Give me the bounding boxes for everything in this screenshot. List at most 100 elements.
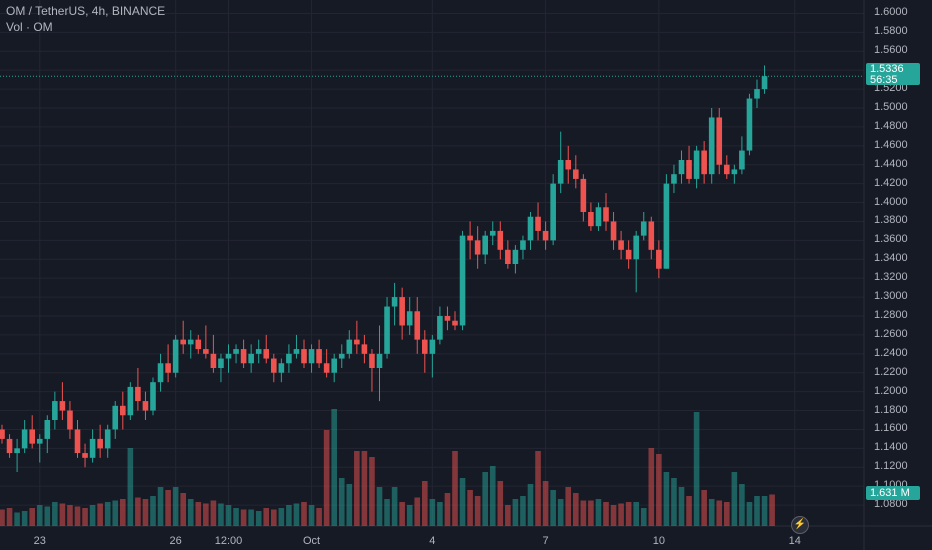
volume-bar — [731, 472, 738, 526]
candle-body — [369, 353, 375, 368]
volume-bar — [693, 412, 700, 526]
candle-body — [233, 349, 239, 354]
lightning-icon[interactable]: ⚡ — [791, 516, 809, 534]
volume-bar — [384, 499, 390, 526]
volume-bar — [225, 505, 232, 526]
volume-bar — [323, 430, 330, 526]
price-tick-label: 1.5800 — [874, 25, 908, 38]
volume-indicator-label[interactable]: Vol · OM — [6, 20, 53, 34]
time-tick-label: 7 — [542, 535, 549, 547]
volume-bar — [0, 509, 5, 526]
candle-body — [346, 339, 353, 354]
candle-body — [542, 230, 549, 241]
volume-bar — [399, 502, 405, 526]
candle-body — [527, 216, 534, 241]
price-tick-label: 1.4800 — [874, 119, 908, 132]
price-tick-label: 1.4600 — [874, 138, 908, 151]
volume-bar — [573, 493, 579, 526]
candle-body — [0, 429, 5, 439]
candle-body — [512, 249, 519, 264]
volume-bar — [640, 508, 647, 526]
volume-bar — [187, 499, 194, 526]
candle-body — [286, 353, 292, 364]
volume-bar — [452, 451, 458, 526]
volume-bar — [467, 490, 473, 526]
volume-bar — [331, 409, 337, 526]
price-tick-label: 1.2200 — [874, 365, 908, 378]
candle-body — [82, 453, 88, 458]
candle-body — [708, 117, 715, 175]
candle-body — [671, 174, 677, 184]
volume-bar — [74, 506, 81, 526]
volume-bar — [157, 487, 164, 526]
volume-bar — [724, 502, 730, 526]
volume-bar — [542, 481, 549, 526]
volume-bar — [14, 512, 20, 526]
candle-body — [44, 420, 51, 439]
time-tick-label: 4 — [429, 535, 436, 547]
candle-body — [550, 183, 556, 241]
volume-bar — [648, 448, 655, 526]
price-tick-label: 1.4400 — [874, 157, 908, 170]
last-price-badge: 1.5336 56:35 — [866, 63, 920, 86]
candle-body — [459, 235, 466, 326]
candle-body — [361, 344, 368, 354]
volume-bar — [286, 505, 292, 526]
candle-body — [686, 160, 692, 179]
candle-body — [165, 363, 171, 373]
candle-body — [648, 221, 655, 250]
volume-bar — [671, 478, 677, 526]
candle-body — [308, 349, 315, 364]
volume-bar — [754, 496, 760, 526]
price-tick-label: 1.2400 — [874, 346, 908, 359]
volume-bar — [278, 508, 285, 526]
chart-legend: OM / TetherUS, 4h, BINANCE Vol · OM — [6, 3, 165, 35]
candle-body — [120, 405, 126, 416]
time-tick-label: Oct — [302, 535, 321, 547]
volume-bar — [678, 487, 685, 526]
volume-bar — [104, 502, 111, 526]
volume-bar — [497, 481, 504, 526]
price-tick-label: 1.1600 — [874, 422, 908, 435]
candle-body — [489, 230, 496, 236]
candle-body — [97, 438, 103, 449]
time-tick-label: 14 — [788, 535, 801, 547]
volume-bar — [44, 506, 51, 526]
volume-bar — [89, 505, 96, 526]
candle-body — [210, 353, 217, 368]
volume-bar — [180, 493, 186, 526]
price-tick-label: 1.5000 — [874, 101, 908, 113]
price-tick-label: 1.3000 — [874, 290, 908, 303]
candle-body — [693, 150, 700, 179]
candle-body — [127, 386, 134, 416]
volume-bar — [618, 503, 624, 526]
candle-body — [255, 349, 262, 354]
candle-body — [67, 410, 73, 430]
price-tick-label: 1.3200 — [874, 271, 908, 284]
candle-body — [429, 339, 436, 354]
candle-body — [640, 221, 647, 236]
candle-body — [663, 183, 670, 269]
volume-bar — [686, 496, 692, 526]
volume-bar — [739, 484, 745, 526]
volume-bar — [52, 502, 58, 526]
candle-body — [520, 240, 526, 250]
candle-body — [633, 235, 639, 260]
candle-body — [444, 316, 451, 321]
candle-body — [271, 358, 277, 373]
volume-bar — [233, 508, 239, 526]
volume-bar — [21, 511, 28, 526]
symbol-title[interactable]: OM / TetherUS, 4h, BINANCE — [6, 4, 166, 18]
volume-bar — [376, 487, 383, 526]
candle-body — [678, 160, 685, 175]
time-tick-label: 23 — [33, 535, 46, 547]
price-tick-label: 1.2800 — [874, 309, 908, 321]
volume-bar — [535, 451, 541, 526]
candle-body — [248, 353, 254, 364]
candle-body — [316, 349, 322, 364]
volume-bar — [527, 484, 534, 526]
candle-body — [724, 164, 730, 175]
candle-body — [301, 349, 307, 364]
